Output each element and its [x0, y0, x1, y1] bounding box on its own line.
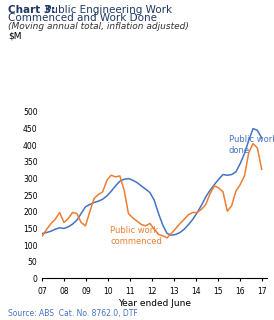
Text: $M: $M: [8, 32, 22, 41]
X-axis label: Year ended June: Year ended June: [118, 299, 191, 308]
Text: (Moving annual total, inflation adjusted): (Moving annual total, inflation adjusted…: [8, 22, 189, 31]
Text: Commenced and Work Done: Commenced and Work Done: [8, 13, 157, 23]
Text: Public work
done: Public work done: [229, 135, 274, 155]
Text: Chart 3:: Chart 3:: [8, 5, 55, 15]
Text: Source: ABS  Cat. No. 8762.0, DTF: Source: ABS Cat. No. 8762.0, DTF: [8, 309, 138, 318]
Text: Public Engineering Work: Public Engineering Work: [42, 5, 173, 15]
Text: Public work
commenced: Public work commenced: [110, 226, 162, 246]
